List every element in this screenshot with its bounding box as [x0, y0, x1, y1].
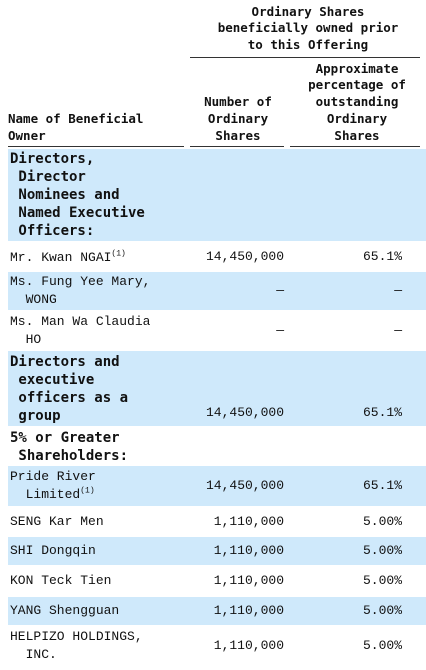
shares-number: 14,450,000: [205, 405, 284, 420]
col-pct-line1: Approximate: [315, 61, 399, 76]
beneficial-owner-name: SHI Dongqin: [10, 542, 96, 560]
owner-name-line: Nominees and: [10, 187, 120, 203]
group-title-line3: to this Offering: [247, 37, 369, 52]
table-row: Ms. Man Wa Claudia HO — —: [8, 312, 426, 350]
beneficial-owner-name: Mr. Kwan NGAI(1): [10, 249, 126, 267]
shares-number: 14,450,000: [205, 249, 284, 264]
owner-name-line: WONG: [10, 292, 57, 307]
beneficial-owner-name: Directors, Director Nominees and Named E…: [10, 150, 145, 240]
col-name-line2: Owner: [8, 128, 46, 143]
footnote-marker: (1): [80, 486, 95, 496]
table-row: YANG Shengguan 1,110,000 5.00%: [8, 597, 426, 625]
shares-percent: 5.00%: [362, 543, 402, 558]
group-rule: [190, 57, 420, 58]
beneficial-owner-name: HELPIZO HOLDINGS, INC.: [10, 628, 143, 664]
table-row: Mr. Kwan NGAI(1) 14,450,000 65.1%: [8, 243, 426, 272]
owner-name-line: INC.: [10, 647, 57, 662]
col-pct-rule: [290, 146, 420, 147]
owner-name-line: 5% or Greater: [10, 430, 120, 446]
col-pct-line3: outstanding: [315, 94, 399, 109]
col-number-rule: [190, 146, 284, 147]
table-row: Directors, Director Nominees and Named E…: [8, 149, 426, 241]
table-row: Pride River Limited(1) 14,450,000 65.1%: [8, 466, 426, 506]
col-number-line1: Number of: [204, 94, 272, 109]
shares-number: 1,110,000: [213, 514, 284, 529]
col-pct-line2: percentage of: [308, 77, 406, 92]
owner-name-line: HELPIZO HOLDINGS,: [10, 629, 143, 644]
shares-number: 1,110,000: [213, 543, 284, 558]
owner-name-line: KON Teck Tien: [10, 573, 112, 588]
shares-percent: 5.00%: [362, 573, 402, 588]
table-row: Ms. Fung Yee Mary, WONG — —: [8, 272, 426, 310]
shares-percent: 5.00%: [362, 514, 402, 529]
group-title-line2: beneficially owned prior: [217, 20, 399, 35]
owner-name-line: Directors and: [10, 354, 120, 370]
col-name-rule: [8, 146, 184, 147]
owner-name-line: Directors,: [10, 151, 95, 167]
owner-name-line: HO: [10, 332, 42, 347]
footnote-marker: (1): [111, 249, 126, 259]
shares-percent: —: [394, 323, 402, 338]
beneficial-owner-name: Ms. Fung Yee Mary, WONG: [10, 273, 150, 309]
col-pct-line5: Shares: [334, 128, 380, 143]
shares-number: 14,450,000: [205, 478, 284, 493]
shares-percent: —: [394, 283, 402, 298]
owner-name-line: Pride River: [10, 469, 96, 484]
beneficial-owner-name: 5% or Greater Shareholders:: [10, 429, 128, 465]
owner-name-line: Ms. Fung Yee Mary,: [10, 274, 151, 289]
owner-name-line: YANG Shengguan: [10, 603, 120, 618]
beneficial-owner-name: Pride River Limited(1): [10, 468, 96, 504]
table-row: SHI Dongqin 1,110,000 5.00%: [8, 537, 426, 565]
col-number-line2: Ordinary: [207, 111, 269, 126]
table-row: KON Teck Tien 1,110,000 5.00%: [8, 567, 426, 595]
owner-name-line: executive: [10, 372, 95, 388]
shares-number: 1,110,000: [213, 603, 284, 618]
owner-name-line: Ms. Man Wa Claudia: [10, 314, 151, 329]
owner-name-line: Mr. Kwan NGAI(1): [10, 249, 126, 265]
shares-percent: 65.1%: [362, 405, 402, 420]
col-number-line3: Shares: [215, 128, 261, 143]
shares-number: —: [276, 283, 284, 298]
table-row: 5% or Greater Shareholders:: [8, 428, 426, 465]
owner-name-line: SHI Dongqin: [10, 543, 96, 558]
shares-number: 1,110,000: [213, 573, 284, 588]
shares-percent: 5.00%: [362, 638, 402, 653]
beneficial-owner-name: Ms. Man Wa Claudia HO: [10, 313, 150, 349]
owner-name-line: Limited(1): [10, 486, 95, 502]
col-pct-line4: Ordinary: [326, 111, 388, 126]
owner-name-line: Named Executive: [10, 205, 145, 221]
owner-name-line: Officers:: [10, 223, 95, 239]
shares-percent: 5.00%: [362, 603, 402, 618]
owner-name-line: Director: [10, 169, 86, 185]
col-name-line1: Name of Beneficial: [8, 111, 144, 126]
beneficial-owner-name: Directors and executive officers as a gr…: [10, 353, 128, 425]
shares-percent: 65.1%: [362, 478, 402, 493]
owner-name-line: Shareholders:: [10, 448, 129, 464]
beneficial-owner-name: KON Teck Tien: [10, 572, 111, 590]
owner-name-line: SENG Kar Men: [10, 514, 104, 529]
table-row: HELPIZO HOLDINGS, INC. 1,110,000 5.00%: [8, 626, 426, 666]
table-row: Directors and executive officers as a gr…: [8, 351, 426, 426]
group-title-line1: Ordinary Shares: [251, 4, 365, 19]
shares-number: 1,110,000: [213, 638, 284, 653]
shares-percent: 65.1%: [362, 249, 402, 264]
owner-name-line: officers as a: [10, 390, 129, 406]
beneficial-owner-name: YANG Shengguan: [10, 602, 119, 620]
beneficial-owner-name: SENG Kar Men: [10, 513, 104, 531]
table-row: SENG Kar Men 1,110,000 5.00%: [8, 508, 426, 536]
owner-name-line: group: [10, 408, 61, 424]
shares-number: —: [276, 323, 284, 338]
